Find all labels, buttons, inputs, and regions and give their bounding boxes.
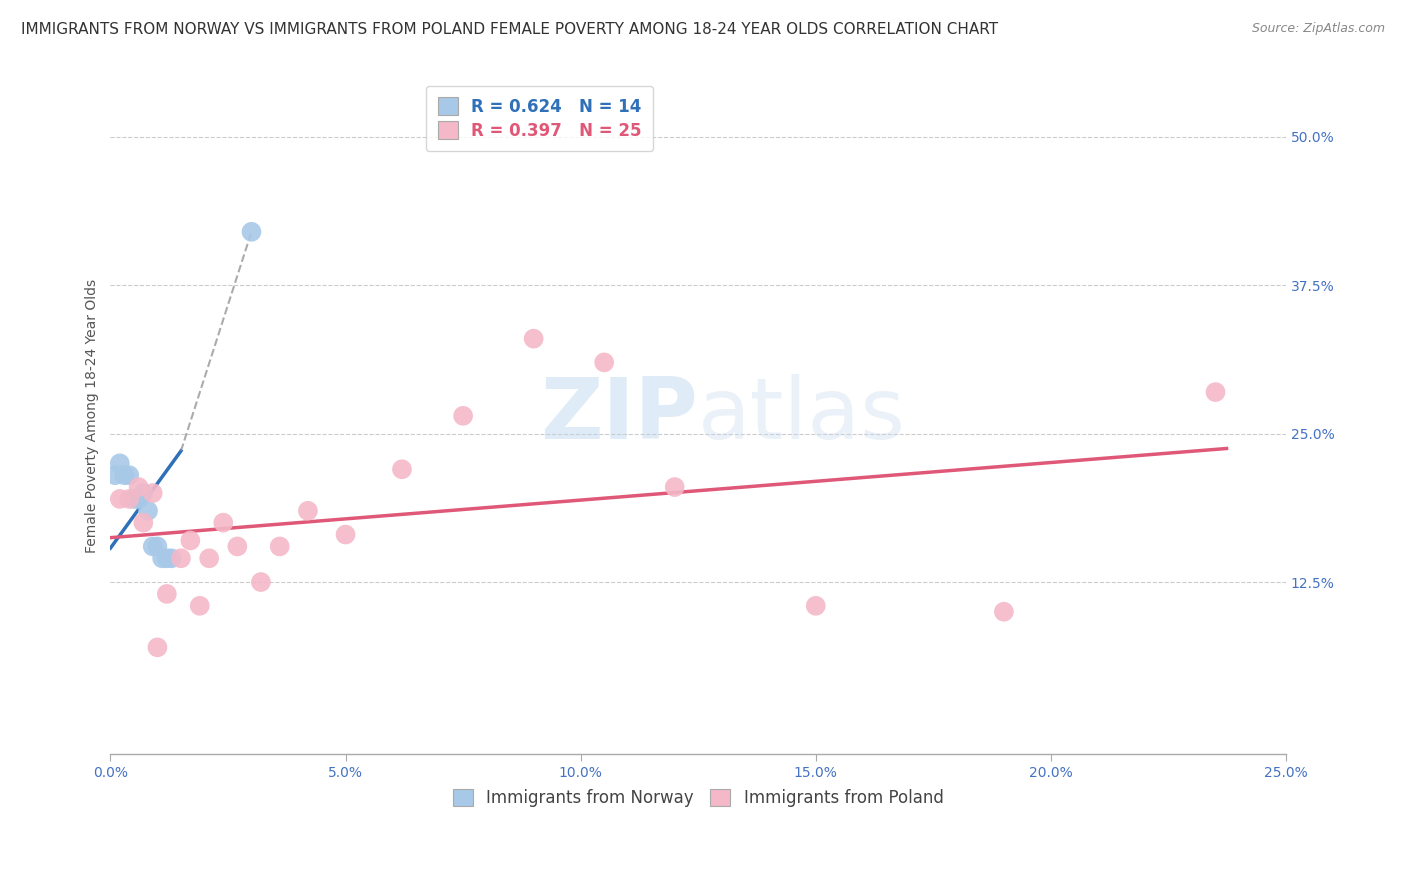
Point [451,409,474,423]
Point [136,504,159,518]
Text: atlas: atlas [699,375,907,458]
Point [212,516,235,530]
Point [269,540,291,554]
Point [118,491,141,506]
Point [108,491,131,506]
Point [128,480,150,494]
Point [104,468,127,483]
Point [297,504,319,518]
Point [250,575,273,590]
Point [198,551,221,566]
Point [146,540,169,554]
Text: IMMIGRANTS FROM NORWAY VS IMMIGRANTS FROM POLAND FEMALE POVERTY AMONG 18-24 YEAR: IMMIGRANTS FROM NORWAY VS IMMIGRANTS FRO… [21,22,998,37]
Text: Source: ZipAtlas.com: Source: ZipAtlas.com [1251,22,1385,36]
Point [993,605,1015,619]
Point [226,540,249,554]
Point [523,332,546,346]
Point [108,456,131,470]
Point [804,599,827,613]
Legend: Immigrants from Norway, Immigrants from Poland: Immigrants from Norway, Immigrants from … [446,782,950,814]
Point [142,540,165,554]
Point [1205,385,1227,400]
Point [664,480,686,494]
Point [156,551,179,566]
Y-axis label: Female Poverty Among 18-24 Year Olds: Female Poverty Among 18-24 Year Olds [86,279,100,553]
Point [160,551,183,566]
Point [132,486,155,500]
Text: ZIP: ZIP [540,375,699,458]
Point [146,640,169,655]
Point [156,587,179,601]
Point [188,599,211,613]
Point [170,551,193,566]
Point [150,551,173,566]
Point [128,491,150,506]
Point [122,491,145,506]
Point [391,462,413,476]
Point [335,527,357,541]
Point [142,486,165,500]
Point [132,516,155,530]
Point [240,225,263,239]
Point [114,468,136,483]
Point [118,468,141,483]
Point [593,355,616,369]
Point [179,533,201,548]
